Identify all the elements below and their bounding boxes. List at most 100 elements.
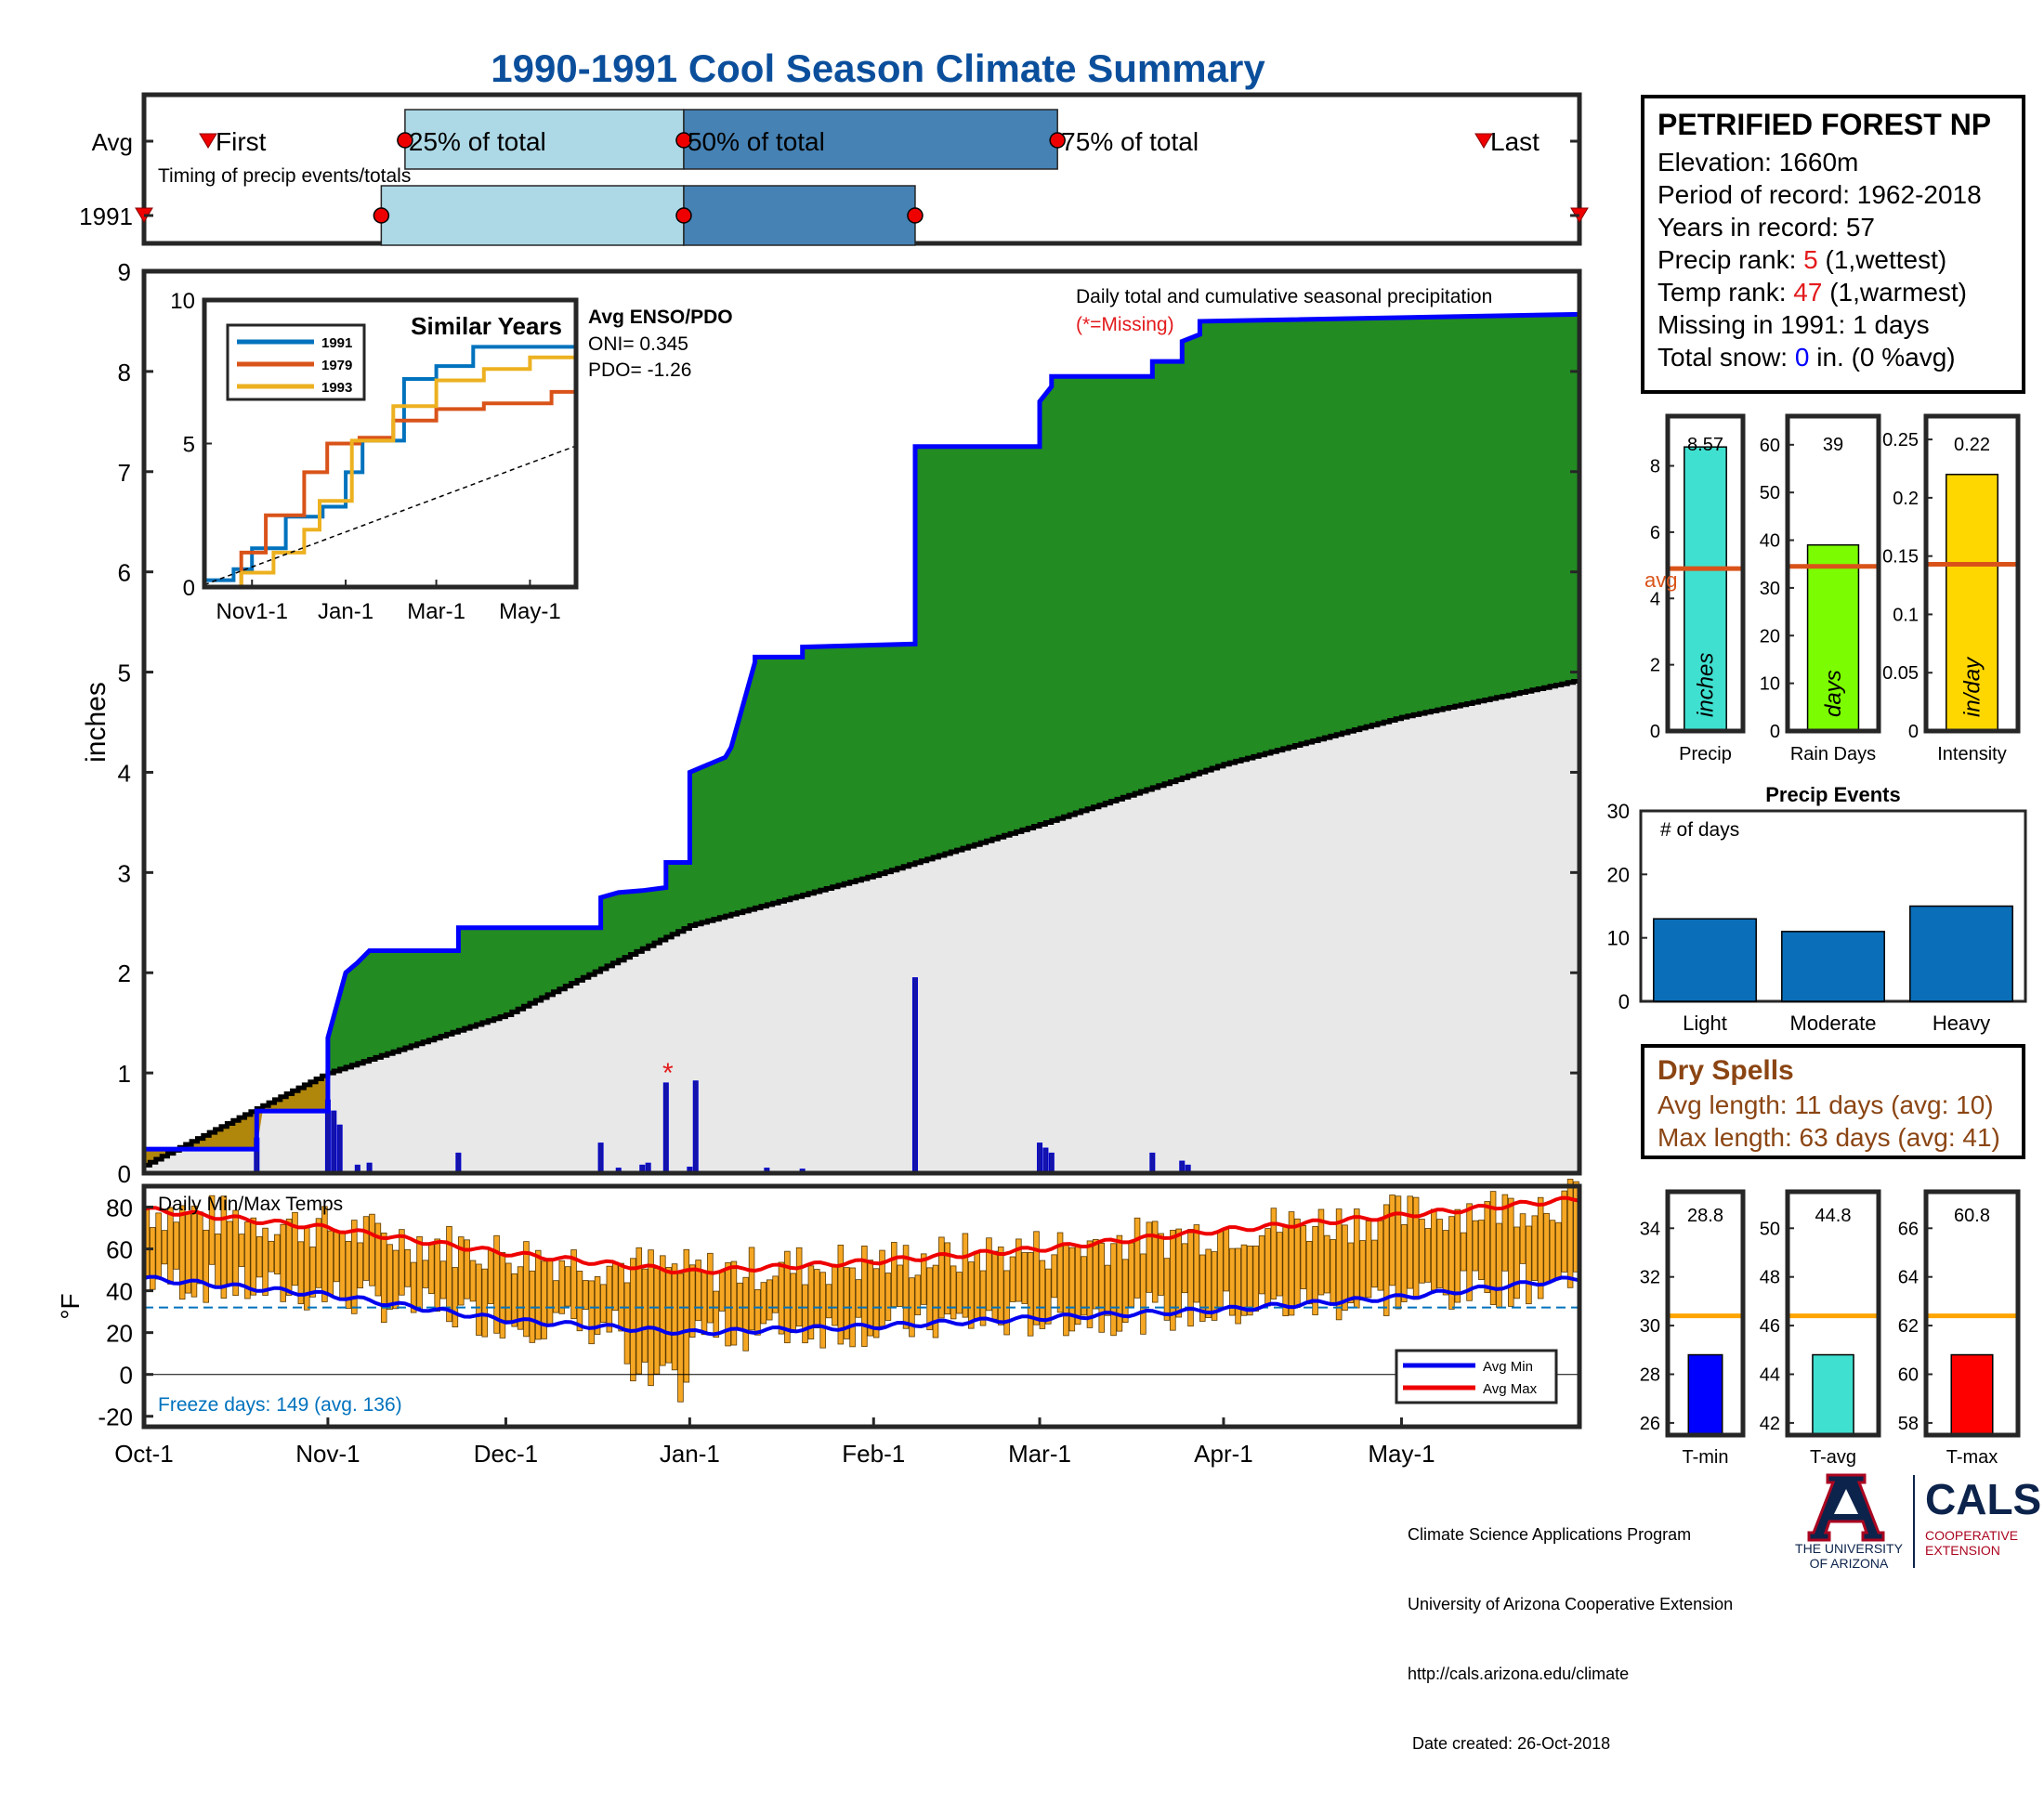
tstat-y-tick-label: 34 — [1640, 1219, 1660, 1239]
dry-spells-avg: Avg length: 11 days (avg: 10) — [1657, 1090, 1994, 1119]
daily-temp-bar — [553, 1280, 559, 1313]
timing-caption: Timing of precip events/totals — [158, 165, 411, 187]
stat-y-tick-label: 10 — [1760, 674, 1780, 695]
month-tick-label: Jan-1 — [660, 1440, 720, 1468]
inset-series-1991 — [203, 341, 578, 582]
y-axis-label: inches — [81, 682, 111, 763]
daily-temp-bar — [1543, 1212, 1550, 1284]
ua-name-line-1: THE UNIVERSITY — [1795, 1541, 1904, 1556]
stat-y-tick-label: 0.05 — [1882, 663, 1919, 684]
similar-years-inset: 0 5 10 Nov1-1 Jan-1 Mar-1 May-1 Similar Years 19… — [170, 289, 732, 624]
surplus-area — [144, 314, 1579, 1166]
daily-temp-bar — [1419, 1219, 1425, 1284]
inset-title: Similar Years — [411, 312, 562, 340]
daily-temp-bar — [1021, 1252, 1029, 1304]
month-tick-label: Oct-1 — [114, 1440, 174, 1468]
inset-series-1993 — [204, 340, 578, 589]
tstat-value-label: 44.8 — [1815, 1206, 1852, 1226]
daily-temp-bar — [795, 1247, 803, 1327]
years-line: Years in record: 57 — [1657, 211, 2022, 243]
daily-temp-bar — [1009, 1256, 1016, 1302]
daily-temp-bar — [457, 1236, 465, 1306]
ua-name-line-2: OF ARIZONA — [1810, 1556, 1889, 1571]
daily-temp-bar — [256, 1235, 263, 1278]
freeze-days: Freeze days: 149 (avg. 136) — [158, 1394, 402, 1416]
daily-temp-bar — [315, 1218, 322, 1288]
daily-temp-bar — [611, 1261, 619, 1312]
inset-legend-label: 1993 — [321, 380, 352, 396]
daily-temp-bar — [434, 1238, 440, 1312]
events-y-label: # of days — [1660, 819, 1739, 841]
daily-temp-bar — [493, 1234, 500, 1334]
stat-unit-label: in/day — [1960, 656, 1985, 717]
tstat-category-label: T-max — [1946, 1447, 1998, 1468]
precip-rank-value: 5 — [1803, 245, 1818, 274]
daily-temp-bar — [1199, 1254, 1206, 1322]
daily-temp-bar — [1436, 1219, 1443, 1288]
daily-temp-bar — [380, 1233, 387, 1324]
daily-temp-bar — [1561, 1190, 1567, 1273]
daily-temp-bar — [339, 1231, 346, 1300]
daily-temp-bar — [1454, 1208, 1461, 1303]
daily-temp-bar — [541, 1260, 547, 1339]
daily-temp-bar — [968, 1261, 975, 1329]
daily-temp-bar — [167, 1207, 174, 1285]
daily-temp-bar — [333, 1231, 340, 1283]
daily-precip-bar — [597, 1143, 604, 1174]
snow-value: 0 — [1794, 343, 1810, 372]
daily-temp-bar — [439, 1260, 447, 1299]
daily-temp-bar — [1228, 1247, 1236, 1316]
daily-temp-bar — [1317, 1208, 1325, 1296]
daily-temp-bar — [161, 1230, 168, 1265]
stat-y-tick-label: 20 — [1760, 626, 1780, 646]
tstat-y-tick-label: 48 — [1760, 1268, 1780, 1288]
daily-temp-bar — [1252, 1245, 1260, 1312]
avg-max-line — [143, 1195, 1580, 1275]
avg-min-line — [143, 1274, 1580, 1337]
daily-temp-bar — [564, 1266, 571, 1307]
daily-temp-bar — [653, 1268, 661, 1375]
stat-y-tick-label: 0.25 — [1882, 430, 1919, 450]
daily-precip-bar — [911, 977, 918, 1174]
stat-value-label: 8.57 — [1687, 435, 1723, 455]
daily-precip-bar — [662, 1082, 669, 1174]
inset-x-tick-label: Mar-1 — [407, 599, 465, 624]
stat-y-tick-label: 2 — [1650, 656, 1660, 676]
daily-temp-bar — [1270, 1208, 1278, 1299]
stat-y-tick-label: 4 — [1650, 589, 1660, 609]
daily-temp-bar — [1312, 1226, 1318, 1315]
tstat-y-tick-label: 44 — [1760, 1365, 1780, 1386]
daily-temp-bar — [1324, 1234, 1330, 1294]
daily-temp-bar — [1217, 1230, 1224, 1310]
event-bar-moderate — [1781, 931, 1885, 1002]
stat-category-label: Intensity — [1937, 744, 2006, 764]
daily-temp-bar — [701, 1271, 708, 1336]
month-tick-label: Dec-1 — [474, 1440, 538, 1468]
daily-temp-bar — [1193, 1224, 1200, 1303]
daily-temp-bar — [1146, 1221, 1153, 1293]
daily-temp-bar — [292, 1211, 298, 1286]
stat-bar-rain-days — [1806, 543, 1860, 732]
daily-temp-bar — [1098, 1243, 1106, 1333]
temp-y-axis-label: °F — [56, 1293, 85, 1319]
tstat-category-label: T-min — [1683, 1447, 1729, 1468]
daily-temp-bar — [1478, 1220, 1485, 1280]
daily-temp-bar — [1489, 1191, 1497, 1305]
daily-temp-bar — [1068, 1247, 1076, 1332]
temp-y-tick-label: -20 — [98, 1404, 133, 1431]
y-tick-label: 8 — [118, 359, 131, 386]
stat-y-tick-label: 0.1 — [1893, 605, 1919, 625]
daily-temp-bar — [1187, 1229, 1194, 1327]
daily-temp-bar — [1086, 1240, 1094, 1328]
daily-temp-bar — [1519, 1213, 1526, 1264]
tstat-category-label: T-avg — [1810, 1447, 1856, 1468]
years-value: 57 — [1845, 213, 1876, 242]
daily-temp-bar — [760, 1282, 767, 1325]
daily-temp-bar — [428, 1244, 435, 1295]
daily-temp-bar — [891, 1242, 898, 1308]
daily-temp-bar — [1412, 1196, 1420, 1300]
stat-value-label: 39 — [1823, 435, 1843, 455]
station-info-box: PETRIFIED FOREST NP Elevation: 1660m Per… — [1641, 95, 2025, 394]
daily-temp-bar — [1347, 1242, 1355, 1304]
p75-label: 75% of total — [1061, 127, 1199, 156]
